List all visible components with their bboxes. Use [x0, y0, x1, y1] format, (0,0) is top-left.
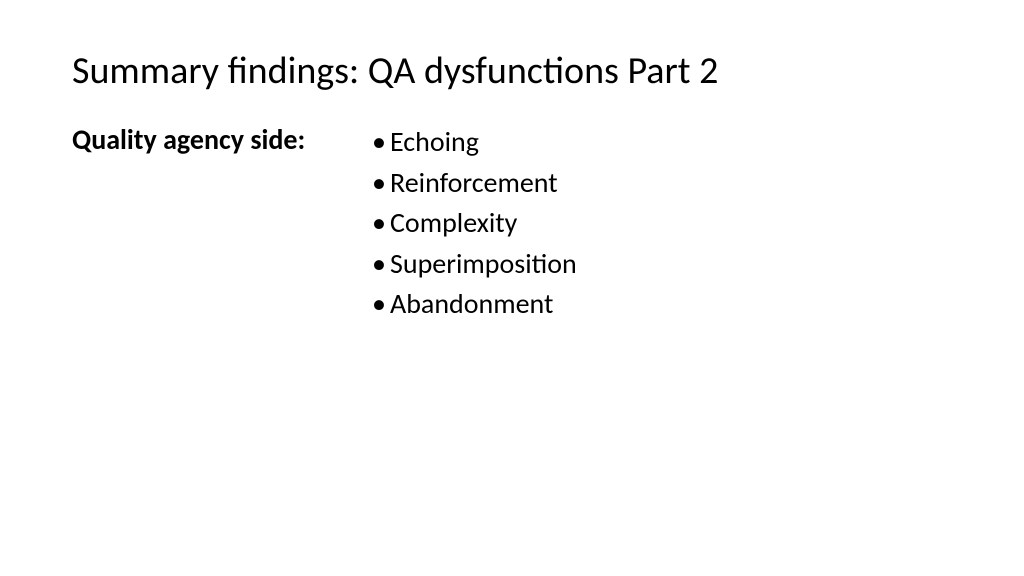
- slide-title: Summary findings: QA dysfunctions Part 2: [72, 48, 952, 94]
- left-column: Quality agency side:: [72, 122, 332, 325]
- slide-content: Quality agency side: Echoing Reinforceme…: [72, 122, 952, 325]
- subtitle: Quality agency side:: [72, 122, 332, 157]
- bullet-list: Echoing Reinforcement Complexity Superim…: [372, 122, 952, 325]
- right-column: Echoing Reinforcement Complexity Superim…: [372, 122, 952, 325]
- list-item: Abandonment: [372, 284, 952, 325]
- list-item: Complexity: [372, 203, 952, 244]
- list-item: Superimposition: [372, 244, 952, 285]
- list-item: Reinforcement: [372, 163, 952, 204]
- list-item: Echoing: [372, 122, 952, 163]
